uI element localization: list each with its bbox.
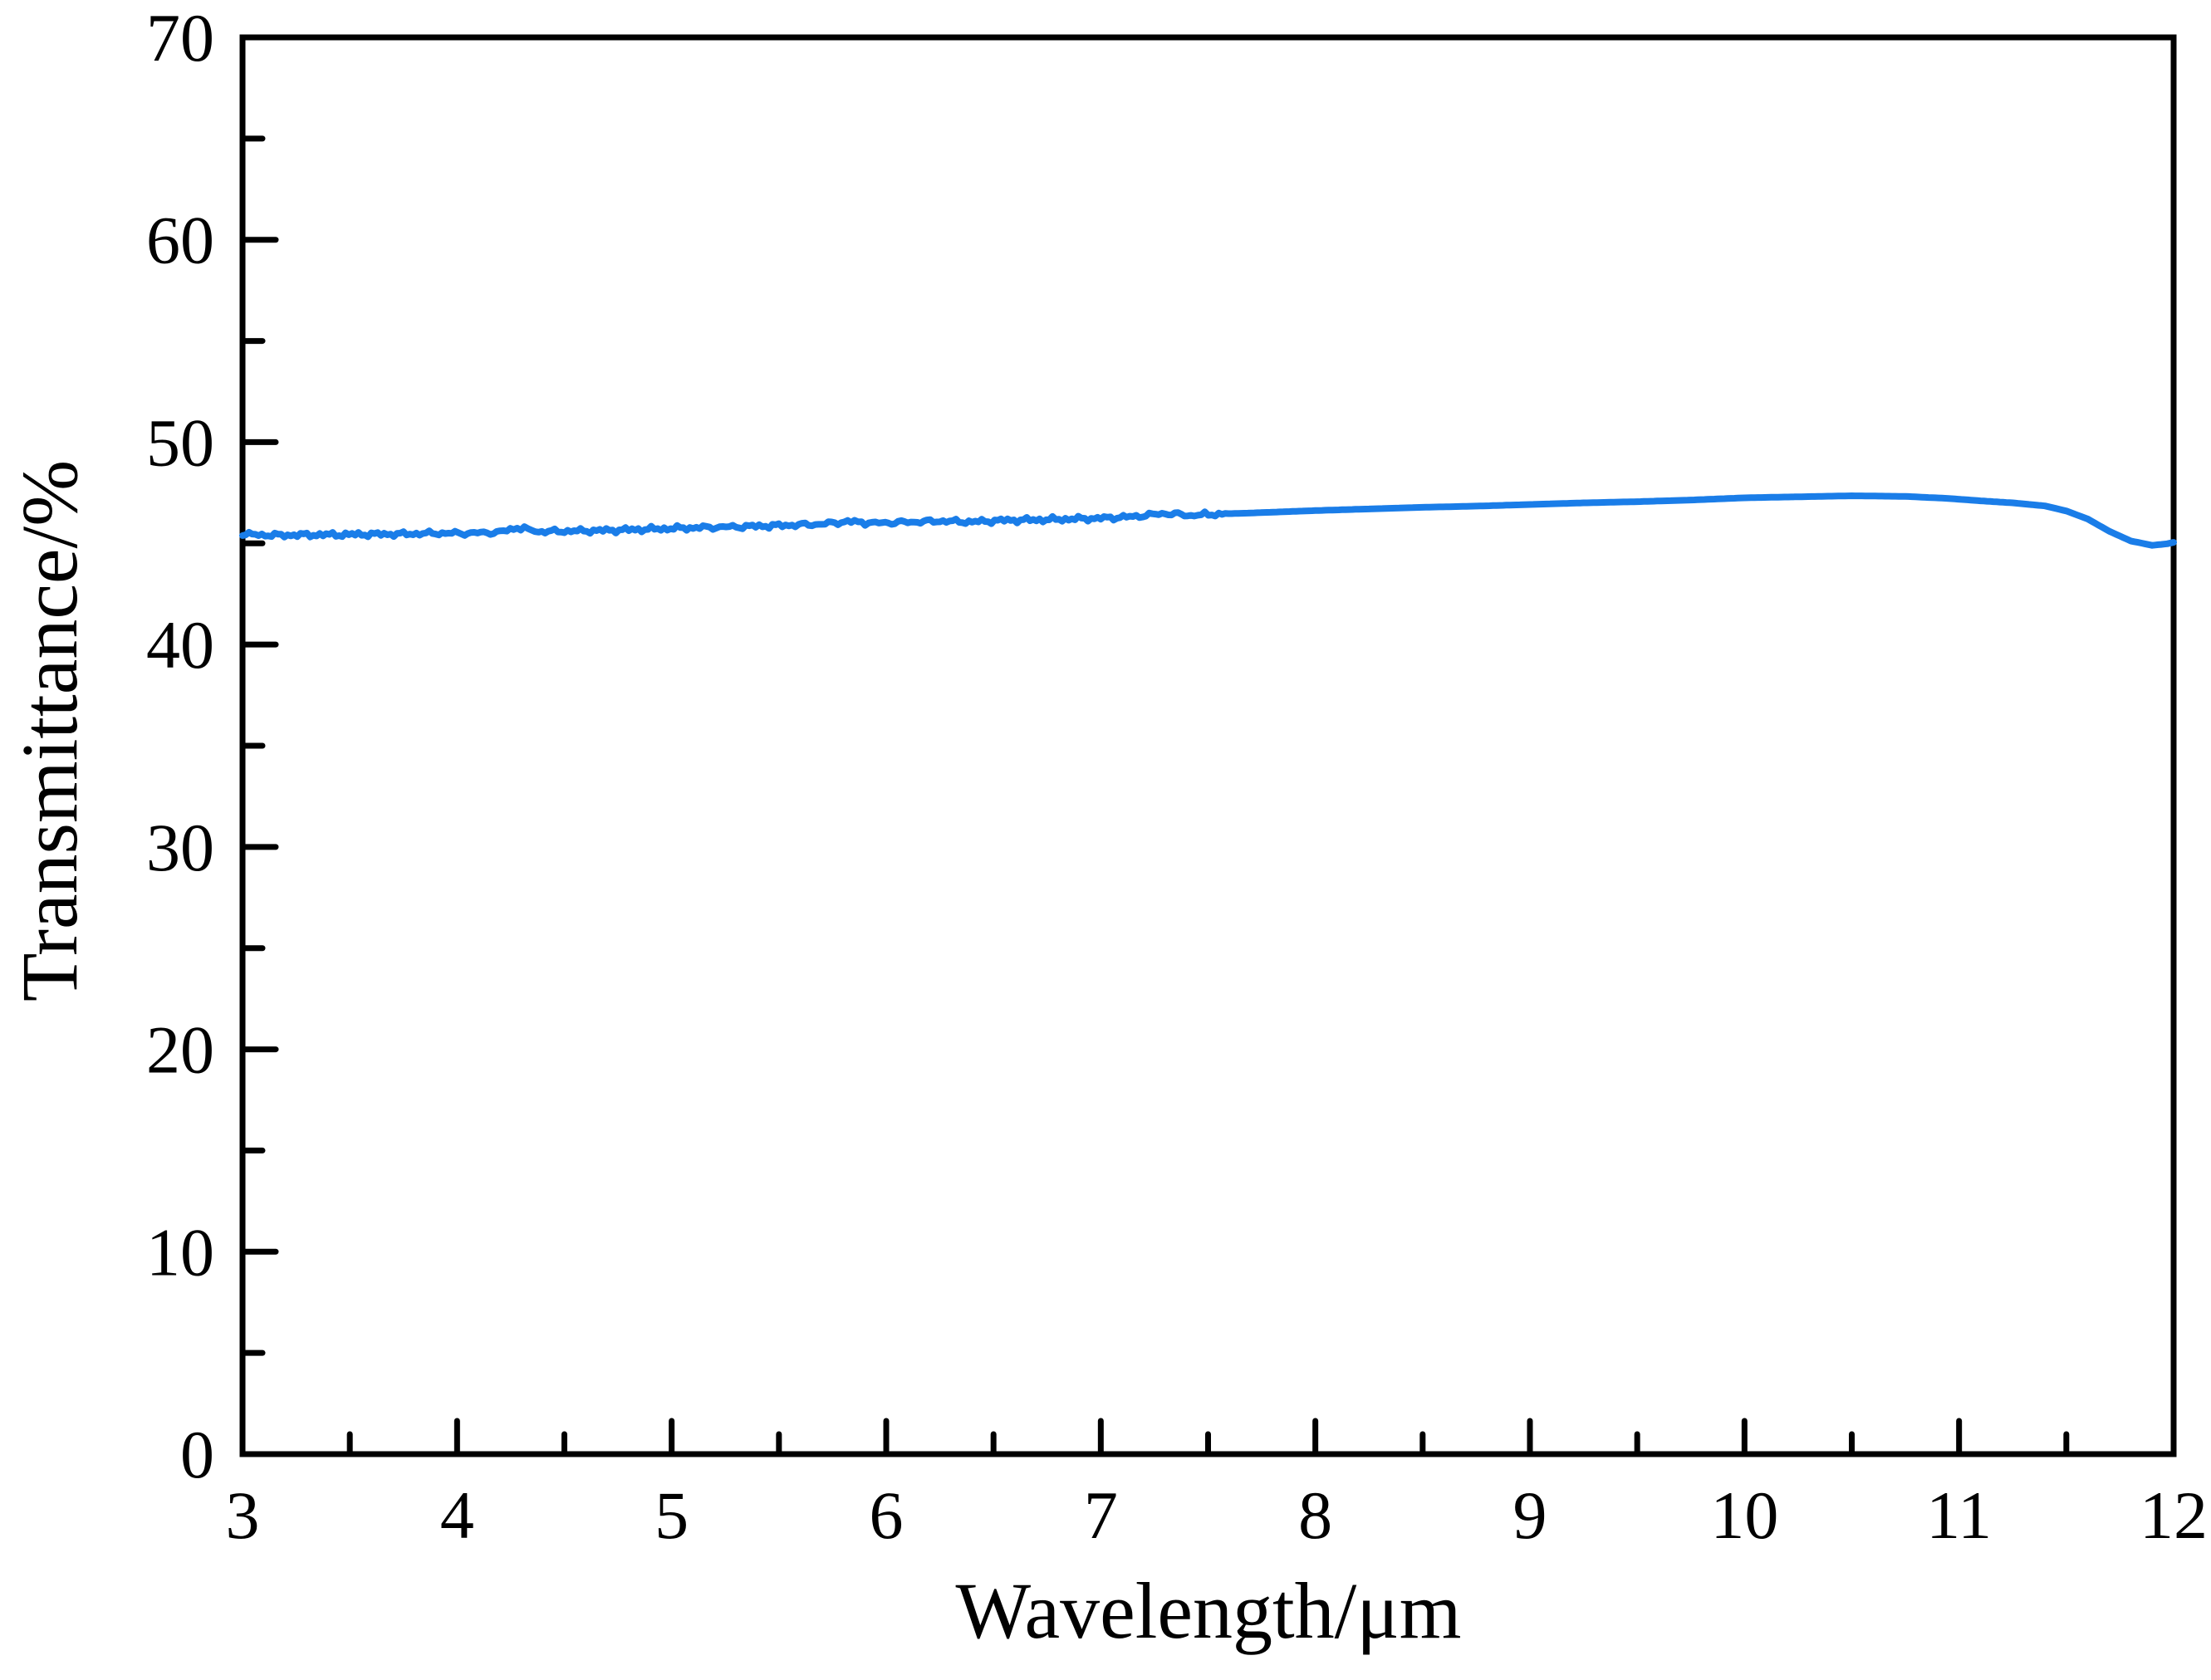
y-tick-label: 70	[146, 0, 214, 76]
x-tick-label: 7	[1084, 1477, 1118, 1553]
transmittance-curve	[239, 492, 2177, 549]
x-tick-label: 6	[870, 1477, 904, 1553]
y-tick-label: 50	[146, 404, 214, 480]
x-tick-label: 4	[440, 1477, 474, 1553]
y-tick-label: 60	[146, 203, 214, 278]
plot-frame	[239, 34, 2177, 1457]
y-tick-label: 30	[146, 810, 214, 885]
x-tick-label: 12	[2140, 1477, 2208, 1553]
x-tick-label: 3	[226, 1477, 260, 1553]
x-tick-label: 11	[1926, 1477, 1992, 1553]
x-tick-label: 8	[1298, 1477, 1332, 1553]
x-tick-label: 5	[654, 1477, 689, 1553]
y-tick-label: 0	[180, 1417, 214, 1492]
y-tick-label: 40	[146, 607, 214, 683]
x-tick-label: 9	[1513, 1477, 1547, 1553]
x-axis-label: Wavelength/μm	[956, 1566, 1462, 1655]
y-tick-label: 10	[146, 1214, 214, 1290]
tick-labels: 3 4 5 6 7 8 9 10 11 12 0 10 20 30 40 50 60 70	[146, 0, 2208, 1553]
y-axis-label: Transmittance/%	[5, 460, 94, 1002]
x-tick-label: 10	[1710, 1477, 1778, 1553]
axes-frame	[239, 34, 2177, 1457]
axis-ticks	[239, 34, 2177, 1457]
data-series	[239, 492, 2177, 549]
y-tick-label: 20	[146, 1012, 214, 1088]
